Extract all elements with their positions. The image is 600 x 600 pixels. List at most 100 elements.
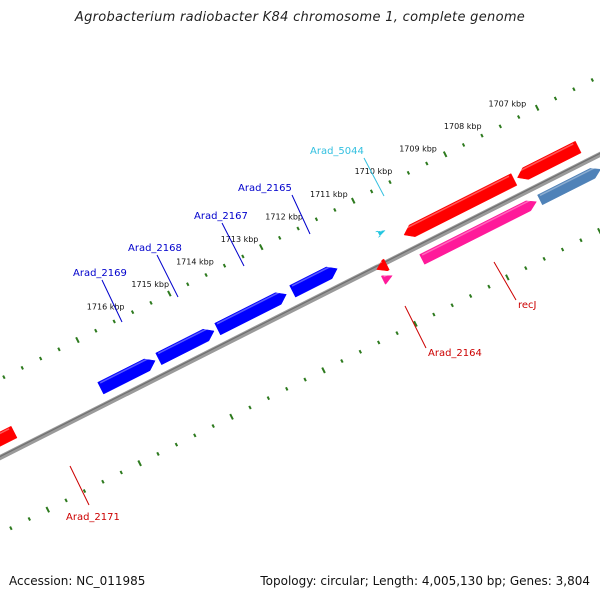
- gene-arad-2168-arrow-shine: [157, 327, 210, 355]
- inner-tick: [377, 340, 381, 345]
- inner-tick: [193, 433, 197, 438]
- outer-tick: [149, 300, 153, 305]
- leader-line-arad_2171: [69, 465, 90, 506]
- outer-tick: [425, 161, 429, 166]
- outer-tick: [186, 282, 190, 287]
- inner-tick: [9, 526, 13, 531]
- gene-label-arad_2164: Arad_2164: [428, 348, 482, 359]
- outer-tick: [259, 243, 264, 251]
- kbp-label: 1715 kbp: [131, 280, 169, 289]
- inner-tick: [27, 516, 31, 521]
- leader-line-arad_2168: [156, 254, 179, 298]
- inner-tick: [505, 274, 510, 281]
- gene-arad-2167-arrow-shine: [216, 290, 282, 325]
- inner-tick: [248, 405, 252, 410]
- outer-tick: [278, 235, 282, 240]
- outer-tick: [75, 336, 80, 344]
- inner-tick: [579, 238, 583, 243]
- inner-tick: [119, 470, 123, 475]
- outer-tick: [94, 328, 98, 333]
- kbp-label: 1716 kbp: [87, 303, 125, 312]
- gene-red-edge-arrow-shine: [516, 143, 574, 173]
- inner-tick: [340, 359, 344, 364]
- outer-tick: [406, 170, 411, 175]
- inner-tick: [101, 479, 105, 484]
- gene-red-edge-arrow: [517, 140, 582, 180]
- inner-tick: [229, 413, 234, 420]
- gene-label-recj: recJ: [518, 300, 537, 311]
- inner-tick: [266, 396, 271, 401]
- inner-tick: [524, 266, 528, 271]
- gene-label-arad_2165: Arad_2165: [238, 183, 292, 194]
- outer-tick: [442, 151, 448, 158]
- inner-tick: [303, 377, 307, 382]
- kbp-label: 1712 kbp: [265, 212, 303, 221]
- accession-text: Accession: NC_011985: [9, 574, 146, 588]
- gene-label-arad_5044: Arad_5044: [310, 146, 364, 157]
- backbone-edge: [0, 152, 600, 458]
- gene-arad-5044-arrow-shine: [379, 229, 383, 233]
- outer-tick: [222, 263, 227, 268]
- gene-arad-2171-arrow-shine: [0, 428, 10, 435]
- gene-label-arad_2168: Arad_2168: [128, 243, 182, 254]
- kbp-labels: 1707 kbp 1708 kbp 1709 kbp 1710 kbp 1711 kbp…: [87, 100, 526, 312]
- outer-tick: [2, 375, 6, 380]
- gene-recj-arrow-shine: [421, 198, 533, 256]
- outer-tick: [167, 290, 172, 297]
- outer-tick: [204, 272, 208, 278]
- gene-recj-arrow: [419, 200, 537, 265]
- gene-arad-5044-arrow: [375, 230, 386, 238]
- inner-tick: [45, 506, 50, 513]
- backbone-line: [0, 151, 600, 461]
- inner-tick: [321, 367, 326, 374]
- inner-tick: [487, 284, 491, 289]
- outer-tick: [57, 347, 61, 352]
- outer-tick: [314, 217, 319, 222]
- gene-label-arad_2169: Arad_2169: [73, 268, 127, 279]
- inner-tick: [285, 386, 289, 391]
- gene-arad-2165-arrow: [289, 266, 338, 298]
- inner-tick: [137, 460, 142, 467]
- gene-features: [0, 140, 600, 447]
- outer-tick: [534, 104, 540, 111]
- inner-tick-track: [9, 227, 600, 531]
- outer-tick: [130, 310, 135, 315]
- gene-arad-2164-arrow: [376, 258, 390, 272]
- kbp-label: 1709 kbp: [399, 145, 437, 154]
- outer-tick: [296, 226, 300, 231]
- outer-tick: [517, 115, 521, 120]
- outer-tick: [369, 189, 374, 194]
- gene-labels: Arad_5044 Arad_2165 Arad_2167 Arad_2168 Arad…: [66, 146, 537, 523]
- kbp-label: 1708 kbp: [444, 122, 482, 131]
- inner-tick: [597, 227, 600, 235]
- inner-tick: [82, 489, 87, 494]
- leader-line-arad_5044: [363, 157, 385, 197]
- gene-arad-2165-arrow-shine: [291, 264, 333, 287]
- outer-tick-track: [2, 77, 594, 380]
- gene-arad-2167-arrow: [214, 292, 287, 336]
- inner-tick: [560, 247, 565, 252]
- gene-arad-2171-arrow: [0, 425, 18, 447]
- inner-tick: [432, 312, 436, 317]
- gene-arad-2169-arrow: [97, 358, 156, 395]
- leader-line-arad_2165: [291, 194, 311, 235]
- gene-red-upper-arrow: [403, 173, 518, 237]
- outer-tick: [480, 133, 484, 138]
- gene-steelblue-right-arrow-shine: [539, 166, 597, 197]
- map-title: Agrobacterium radiobacter K84 chromosome…: [74, 10, 526, 25]
- gene-red-upper-arrow-shine: [403, 175, 510, 231]
- gene-arad-2164-arrow-shine: [376, 261, 383, 266]
- kbp-label: 1713 kbp: [221, 235, 259, 244]
- inner-tick: [156, 451, 160, 456]
- leader-line-arad_2164: [404, 305, 427, 349]
- inner-tick: [468, 293, 473, 299]
- inner-tick: [413, 320, 418, 327]
- genome-summary-text: Topology: circular; Length: 4,005,130 bp…: [260, 574, 590, 588]
- gene-label-arad_2167: Arad_2167: [194, 211, 248, 222]
- gene-label-arad_2171: Arad_2171: [66, 512, 120, 523]
- chromosome-backbone: [0, 151, 600, 461]
- kbp-label: 1711 kbp: [310, 190, 348, 199]
- inner-tick: [358, 349, 362, 354]
- kbp-label: 1710 kbp: [355, 167, 393, 176]
- gene-arad-2164-small-arrow-shine: [383, 273, 389, 278]
